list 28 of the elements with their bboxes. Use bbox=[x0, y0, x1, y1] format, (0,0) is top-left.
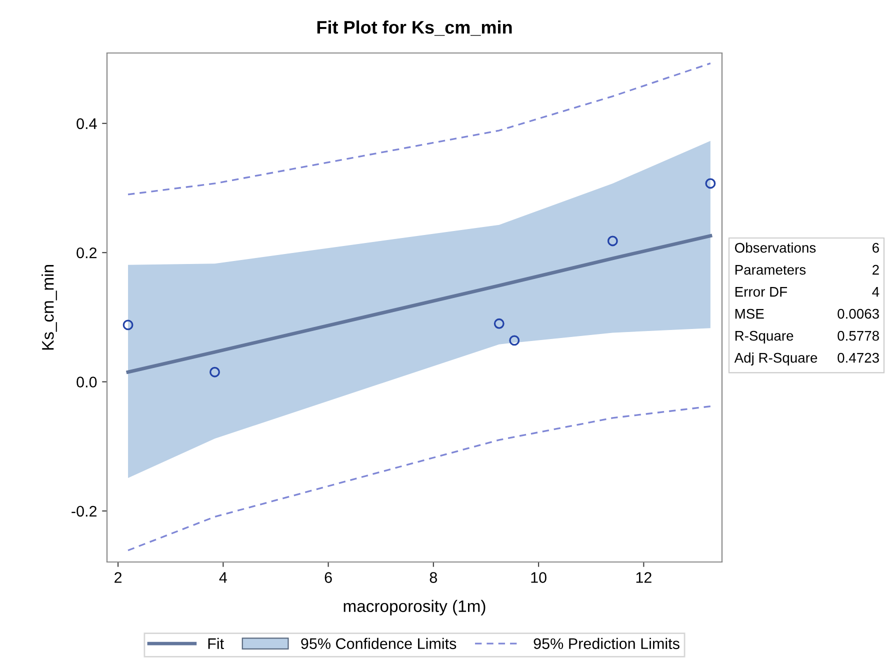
y-tick-label: 0.2 bbox=[76, 247, 97, 258]
y-axis-title: Ks_cm_min bbox=[42, 265, 57, 350]
text: 0.5778 bbox=[838, 330, 879, 341]
x-tick-label: 8 bbox=[430, 572, 438, 583]
x-tick-label: 4 bbox=[219, 572, 227, 583]
y-tick-label: 0.0 bbox=[76, 376, 97, 388]
y-tick-label: -0.2 bbox=[72, 506, 97, 517]
y-tick-label: 0.4 bbox=[76, 118, 97, 130]
chart-title: Fit Plot for Ks_cm_min bbox=[317, 20, 512, 36]
text: Observations bbox=[734, 242, 816, 253]
text: 4 bbox=[872, 287, 880, 297]
text: Parameters bbox=[735, 265, 806, 275]
text: R-Square bbox=[735, 330, 794, 344]
text: 0.4723 bbox=[838, 352, 879, 363]
text: 2 bbox=[872, 264, 879, 275]
x-tick-label: 6 bbox=[324, 572, 332, 583]
legend-label: 95% Confidence Limits bbox=[301, 638, 456, 650]
legend-label: 95% Prediction Limits bbox=[534, 638, 680, 650]
x-tick-label: 10 bbox=[531, 572, 546, 583]
text: MSE bbox=[735, 308, 764, 319]
text: 6 bbox=[872, 242, 879, 253]
x-tick-label: 12 bbox=[636, 572, 652, 583]
x-tick-label: 2 bbox=[114, 572, 122, 583]
x-axis-title: macroporosity (1m) bbox=[344, 600, 486, 616]
text: Adj R-Square bbox=[734, 352, 818, 366]
text: 0.0063 bbox=[838, 308, 879, 319]
text: Error DF bbox=[735, 287, 788, 297]
legend-label: Fit bbox=[208, 638, 224, 650]
